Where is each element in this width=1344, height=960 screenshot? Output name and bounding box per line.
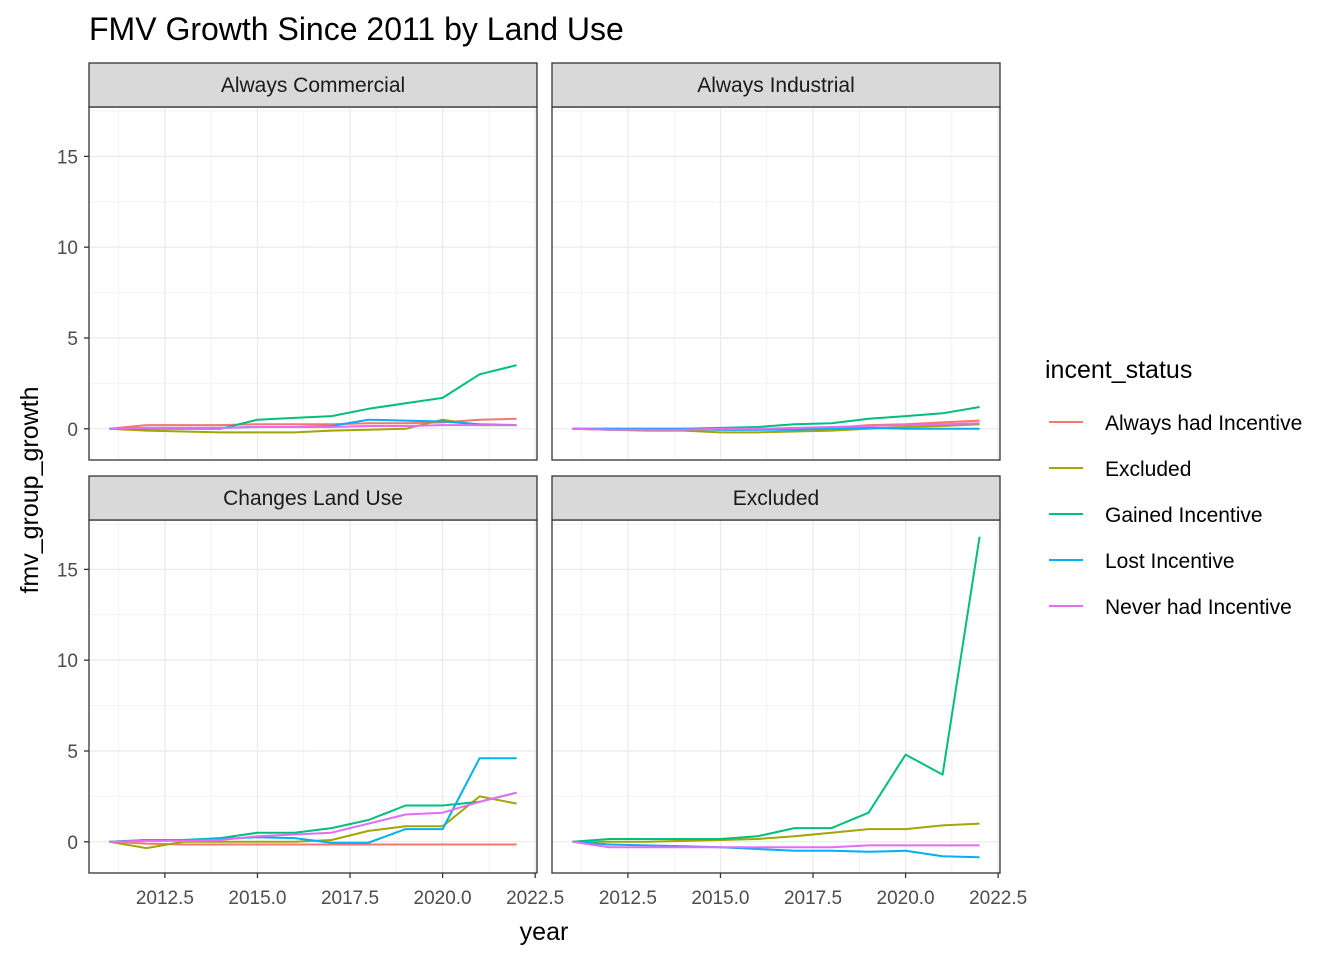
x-tick-label: 2022.5 [506, 888, 564, 909]
y-tick-label: 10 [57, 238, 78, 259]
series-line [572, 422, 980, 431]
legend-label: Always had Incentive [1105, 412, 1302, 435]
legend-label: Excluded [1105, 458, 1191, 481]
facet-panel: Changes Land Use 0 5 10 15 2012.5 2015.0 2017.5… [57, 475, 564, 909]
x-tick-label: 2020.0 [877, 888, 935, 909]
legend-label: Gained Incentive [1105, 504, 1263, 527]
series-line [109, 424, 517, 430]
facet-strip [551, 475, 1001, 521]
y-tick-label: 10 [57, 651, 78, 672]
facet-strip [88, 62, 538, 108]
x-tick-label: 2020.0 [414, 888, 472, 909]
facet-strip [88, 475, 538, 521]
series-line [572, 822, 980, 843]
facet-label: Changes Land Use [223, 487, 403, 510]
legend-title: incent_status [1045, 356, 1192, 384]
y-tick-label: 0 [67, 833, 78, 854]
facet-strip [551, 62, 1001, 108]
legend-item: Always had Incentive [1049, 412, 1302, 435]
legend-item: Never had Incentive [1049, 596, 1292, 619]
x-tick-label: 2017.5 [784, 888, 842, 909]
panel-background [89, 520, 537, 873]
x-tick-label: 2015.0 [691, 888, 749, 909]
chart-title: FMV Growth Since 2011 by Land Use [89, 11, 624, 47]
series-line [572, 536, 981, 843]
facet-panel: Always Industrial [551, 62, 1001, 461]
x-tick-label: 2022.5 [969, 888, 1027, 909]
panel-background [89, 107, 537, 460]
facet-label: Always Commercial [221, 74, 405, 97]
legend: incent_status Always had Incentive Exclud… [1045, 356, 1302, 619]
facet-panel: Excluded 2012.5 2015.0 2017.5 2020.0 2022.5 [551, 475, 1027, 909]
facet-label: Always Industrial [697, 74, 855, 97]
y-tick-label: 0 [67, 420, 78, 441]
legend-item: Gained Incentive [1049, 504, 1263, 527]
x-tick-label: 2015.0 [228, 888, 286, 909]
x-tick-label: 2017.5 [321, 888, 379, 909]
panel-background [552, 107, 1000, 460]
x-tick-label: 2012.5 [136, 888, 194, 909]
facet-panels: Always Commercial 0 5 10 15 Always Industrial… [57, 62, 1027, 909]
facet-label: Excluded [733, 487, 819, 510]
panel-background [552, 520, 1000, 873]
series-line [109, 418, 517, 434]
facet-panel: Always Commercial 0 5 10 15 [57, 62, 538, 461]
y-axis-title: fmv_group_growth [16, 386, 44, 593]
x-tick-label: 2012.5 [599, 888, 657, 909]
y-tick-label: 5 [67, 329, 78, 350]
legend-label: Lost Incentive [1105, 550, 1235, 573]
y-tick-label: 15 [57, 560, 78, 581]
series-line [572, 840, 980, 849]
x-axis-title: year [520, 918, 569, 946]
legend-item: Lost Incentive [1049, 550, 1235, 573]
series-line [109, 840, 517, 846]
legend-item: Excluded [1049, 458, 1191, 481]
y-tick-label: 15 [57, 147, 78, 168]
series-line [109, 791, 517, 843]
y-tick-label: 5 [67, 742, 78, 763]
legend-label: Never had Incentive [1105, 596, 1292, 619]
series-line [572, 840, 980, 859]
